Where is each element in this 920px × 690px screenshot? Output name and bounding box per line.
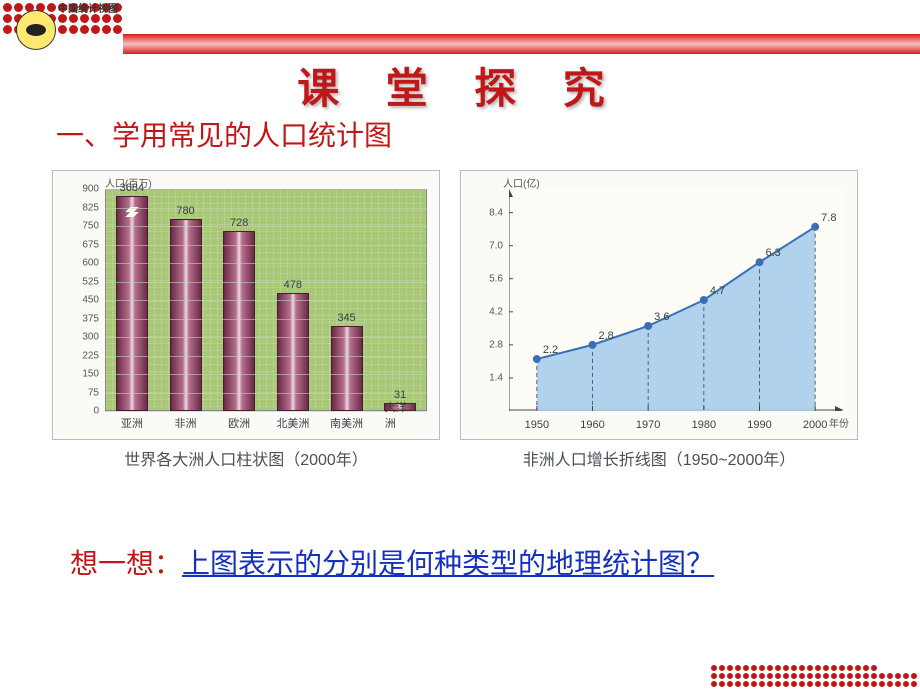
bar-chart: 人口(百万) 075150225300375450525600675750825… (61, 181, 431, 433)
bar-chart-box: 人口(百万) 075150225300375450525600675750825… (52, 170, 440, 470)
bar-x-category: 亚洲 (121, 415, 143, 431)
svg-text:4.7: 4.7 (710, 285, 725, 297)
bar-y-tick: 450 (82, 295, 99, 306)
charts-row: 人口(百万) 075150225300375450525600675750825… (52, 170, 858, 470)
svg-text:7.8: 7.8 (821, 212, 836, 224)
section-heading: 一、学用常见的人口统计图 (56, 114, 392, 154)
line-x-tick: 1960 (580, 419, 604, 431)
bar-2 (223, 231, 255, 411)
line-y-tick: 8.4 (489, 207, 503, 218)
line-plot-area: 2.2 2.8 3.6 4.7 6.3 7.8 (509, 189, 843, 411)
bar-y-tick: 0 (93, 406, 99, 417)
page-title: 课 堂 探 究 (0, 55, 920, 116)
bar-y-tick: 900 (82, 184, 99, 195)
brand-text: 中国统计视图 (58, 0, 118, 15)
question-body: 上图表示的分别是何种类型的地理统计图？ (182, 548, 714, 579)
bar-value-label: 780 (176, 205, 194, 217)
line-y-tick: 2.8 (489, 339, 503, 350)
line-x-tick: 1950 (525, 419, 549, 431)
line-chart-caption: 非洲人口增长折线图（1950~2000年） (523, 446, 796, 470)
bar-value-label: 728 (230, 217, 248, 229)
line-x-tick: 1970 (636, 419, 660, 431)
bar-x-category: 欧洲 (228, 415, 250, 431)
question-line: 想一想：上图表示的分别是何种类型的地理统计图？ (70, 542, 714, 582)
line-x-tick: 2000 (803, 419, 827, 431)
svg-text:2.8: 2.8 (599, 330, 614, 342)
line-svg: 2.2 2.8 3.6 4.7 6.3 7.8 (509, 189, 843, 411)
bar-y-tick: 675 (82, 239, 99, 250)
svg-text:6.3: 6.3 (766, 247, 781, 259)
svg-text:2.2: 2.2 (543, 344, 558, 356)
line-y-tick: 7.0 (489, 240, 503, 251)
line-x-tick: 1990 (747, 419, 771, 431)
bar-y-tick: 75 (88, 387, 99, 398)
line-y-tick: 5.6 (489, 273, 503, 284)
bar-x-category: 非洲 (175, 415, 197, 431)
brand-logo (16, 10, 56, 50)
bar-y-tick: 750 (82, 221, 99, 232)
line-x-axis-title: 年份 (829, 415, 849, 430)
bar-y-tick: 825 (82, 202, 99, 213)
line-y-axis-title: 人口(亿) (503, 175, 540, 190)
bar-value-label: 3684 (120, 182, 144, 194)
bar-chart-card: 人口(百万) 075150225300375450525600675750825… (52, 170, 440, 440)
question-prefix: 想一想： (70, 548, 182, 579)
line-y-tick: 4.2 (489, 306, 503, 317)
svg-text:3.6: 3.6 (654, 311, 669, 323)
bar-chart-caption: 世界各大洲人口柱状图（2000年） (124, 446, 368, 470)
bar-x-category: 南美洲 (330, 415, 363, 431)
bar-4 (331, 326, 363, 411)
bar-y-tick: 150 (82, 369, 99, 380)
bar-y-tick: 525 (82, 276, 99, 287)
bar-y-tick: 600 (82, 258, 99, 269)
header-band (123, 34, 920, 54)
bar-y-axis: 075150225300375450525600675750825900 (61, 189, 103, 411)
line-x-tick: 1980 (692, 419, 716, 431)
line-chart-card: 人口(亿) 2.2 2.8 3.6 4.7 6.3 7.8 1.4 2.8 4.2 5.6 7.0… (460, 170, 858, 440)
bar-value-label: 345 (337, 312, 355, 324)
line-y-tick: 1.4 (489, 372, 503, 383)
bar-y-tick: 375 (82, 313, 99, 324)
bar-y-tick: 225 (82, 350, 99, 361)
bar-0 (116, 196, 148, 411)
line-chart: 人口(亿) 2.22.83.64.76.37.8 1.42.84.25.67.0… (469, 181, 849, 433)
bar-value-label: 478 (284, 279, 302, 291)
bar-x-category: 大洋洲 (385, 399, 416, 431)
line-chart-box: 人口(亿) 2.2 2.8 3.6 4.7 6.3 7.8 1.4 2.8 4.2 5.6 7.0… (460, 170, 858, 470)
corner-dots-bottom-right (710, 664, 918, 688)
line-y-axis: 1.4 2.8 4.2 5.6 7.0 8.4 (469, 189, 507, 411)
bar-1 (170, 219, 202, 411)
bar-y-tick: 300 (82, 332, 99, 343)
bar-x-category: 北美洲 (276, 415, 309, 431)
